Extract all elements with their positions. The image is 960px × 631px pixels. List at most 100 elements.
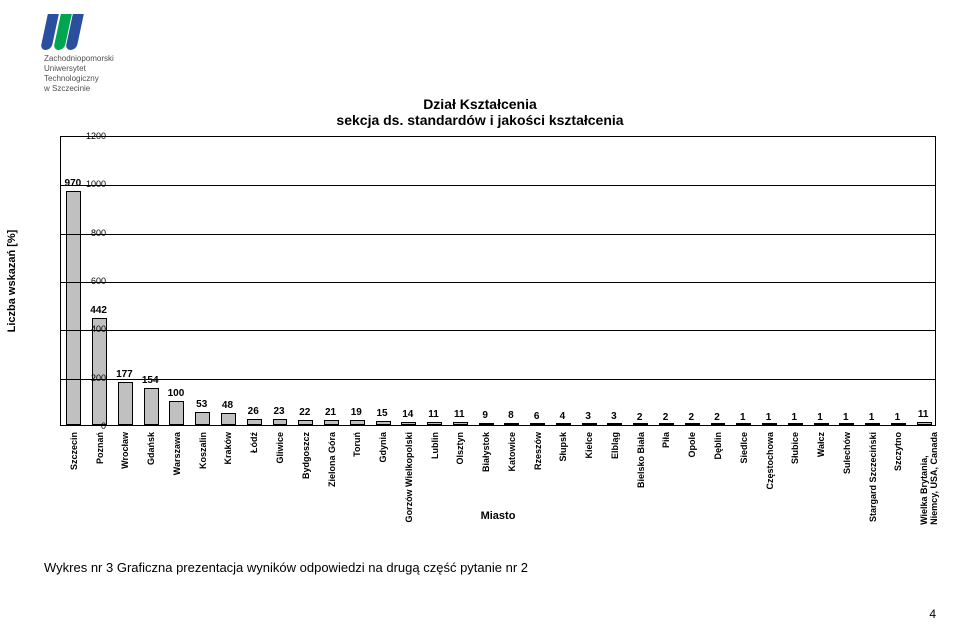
category-label: Toruń	[352, 432, 362, 457]
gridline	[61, 330, 935, 331]
bar	[273, 419, 288, 425]
bar-value-label: 53	[190, 399, 214, 410]
bar-chart: Liczba wskazań [%] 020040060080010001200…	[16, 136, 944, 536]
category-label: Gdynia	[378, 432, 388, 463]
bar	[839, 423, 854, 425]
category-label: Dęblin	[713, 432, 723, 460]
bar	[453, 422, 468, 425]
category-label: Kraków	[223, 432, 233, 465]
bar	[66, 191, 81, 425]
bar-value-label: 177	[112, 369, 136, 380]
bar	[711, 423, 726, 425]
bar	[479, 423, 494, 425]
bar	[736, 423, 751, 425]
category-label: Stargard Szczeciński	[868, 432, 878, 522]
bar	[582, 423, 597, 425]
bar-value-label: 3	[576, 411, 600, 422]
bar	[144, 388, 159, 425]
bar	[118, 382, 133, 425]
bar	[195, 412, 210, 425]
bar	[221, 413, 236, 425]
bar-value-label: 1	[757, 412, 781, 423]
y-tick-label: 1200	[70, 131, 106, 141]
bar-value-label: 4	[550, 411, 574, 422]
category-label: Sulechów	[842, 432, 852, 474]
bar	[401, 422, 416, 425]
bar-value-label: 15	[370, 408, 394, 419]
bar	[324, 420, 339, 425]
category-label: Szczytno	[893, 432, 903, 471]
bar-value-label: 2	[679, 412, 703, 423]
y-axis-label: Liczba wskazań [%]	[6, 230, 18, 333]
logo-line4: w Szczecinie	[44, 84, 164, 94]
bar-value-label: 970	[61, 178, 85, 189]
page-number: 4	[929, 607, 936, 621]
bar-value-label: 1	[808, 412, 832, 423]
category-label: Kielce	[584, 432, 594, 459]
y-tick-label: 400	[70, 324, 106, 334]
category-label: Zielona Góra	[327, 432, 337, 487]
category-label: Słubice	[790, 432, 800, 464]
gridline	[61, 185, 935, 186]
university-logo: Zachodniopomorski Uniwersytet Technologi…	[44, 10, 164, 94]
logo-line3: Technologiczny	[44, 74, 164, 84]
category-label: Wałcz	[816, 432, 826, 457]
bar	[247, 419, 262, 425]
gridline	[61, 234, 935, 235]
category-label: Koszalin	[198, 432, 208, 469]
bar	[814, 423, 829, 425]
category-label: Lublin	[430, 432, 440, 459]
bar	[607, 423, 622, 425]
bar-value-label: 154	[138, 375, 162, 386]
bar	[865, 423, 880, 425]
bar-value-label: 23	[267, 406, 291, 417]
header-line2: sekcja ds. standardów i jakości kształce…	[0, 112, 960, 128]
bar-value-label: 1	[731, 412, 755, 423]
gridline	[61, 282, 935, 283]
bar-value-label: 100	[164, 388, 188, 399]
bar-value-label: 22	[293, 407, 317, 418]
bar-value-label: 26	[241, 406, 265, 417]
bar-value-label: 1	[885, 412, 909, 423]
category-label: Wrocław	[120, 432, 130, 469]
category-label: Piła	[661, 432, 671, 448]
category-label: Gliwice	[275, 432, 285, 464]
category-label: Rzeszów	[533, 432, 543, 470]
bar-value-label: 21	[319, 407, 343, 418]
bar	[169, 401, 184, 425]
x-axis-label: Miasto	[60, 510, 936, 522]
bar-value-label: 2	[628, 412, 652, 423]
gridline	[61, 379, 935, 380]
bar-value-label: 11	[911, 409, 935, 420]
category-label: Częstochowa	[765, 432, 775, 490]
logo-text: Zachodniopomorski Uniwersytet Technologi…	[44, 54, 164, 94]
y-tick-label: 200	[70, 373, 106, 383]
logo-line1: Zachodniopomorski	[44, 54, 164, 64]
bar	[376, 421, 391, 425]
category-label: Słupsk	[558, 432, 568, 462]
bar	[427, 422, 442, 425]
figure-caption: Wykres nr 3 Graficzna prezentacja wynikó…	[44, 560, 528, 575]
bar	[788, 423, 803, 425]
category-label: Łódź	[249, 432, 259, 453]
category-label: Bydgoszcz	[301, 432, 311, 479]
bar-value-label: 6	[525, 411, 549, 422]
bar-value-label: 8	[499, 410, 523, 421]
category-label: Gorzów Wielkopolski	[404, 432, 414, 522]
bar-value-label: 2	[705, 412, 729, 423]
bar	[762, 423, 777, 425]
bar-value-label: 14	[396, 409, 420, 420]
header-line1: Dział Kształcenia	[0, 96, 960, 112]
category-label: Olsztyn	[455, 432, 465, 465]
bar	[891, 423, 906, 425]
bar	[556, 423, 571, 425]
bar-value-label: 1	[860, 412, 884, 423]
y-tick-label: 800	[70, 228, 106, 238]
bar-value-label: 48	[215, 400, 239, 411]
category-label: Białystok	[481, 432, 491, 472]
category-label: Poznań	[95, 432, 105, 464]
bar-value-label: 442	[87, 305, 111, 316]
bar-value-label: 9	[473, 410, 497, 421]
category-label: Gdańsk	[146, 432, 156, 465]
bar	[633, 423, 648, 425]
